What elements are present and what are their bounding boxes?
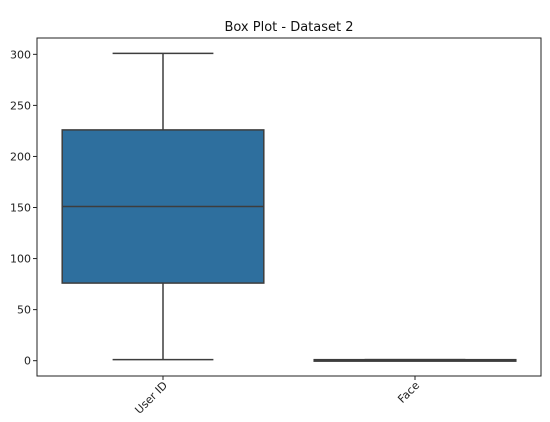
y-tick-label: 50 xyxy=(17,304,31,317)
chart-title: Box Plot - Dataset 2 xyxy=(224,20,353,35)
x-tick-label: User ID xyxy=(132,379,170,417)
y-tick-label: 300 xyxy=(10,48,31,61)
y-tick-label: 150 xyxy=(10,202,31,215)
y-tick-label: 200 xyxy=(10,150,31,163)
y-tick-label: 100 xyxy=(10,253,31,266)
plot-area: 0 50 100 150 200 250 300 User ID Face xyxy=(10,37,542,417)
y-tick-label: 0 xyxy=(24,355,31,368)
x-tick-label: Face xyxy=(395,379,422,406)
axes-frame xyxy=(36,37,542,377)
y-tick-label: 250 xyxy=(10,99,31,112)
